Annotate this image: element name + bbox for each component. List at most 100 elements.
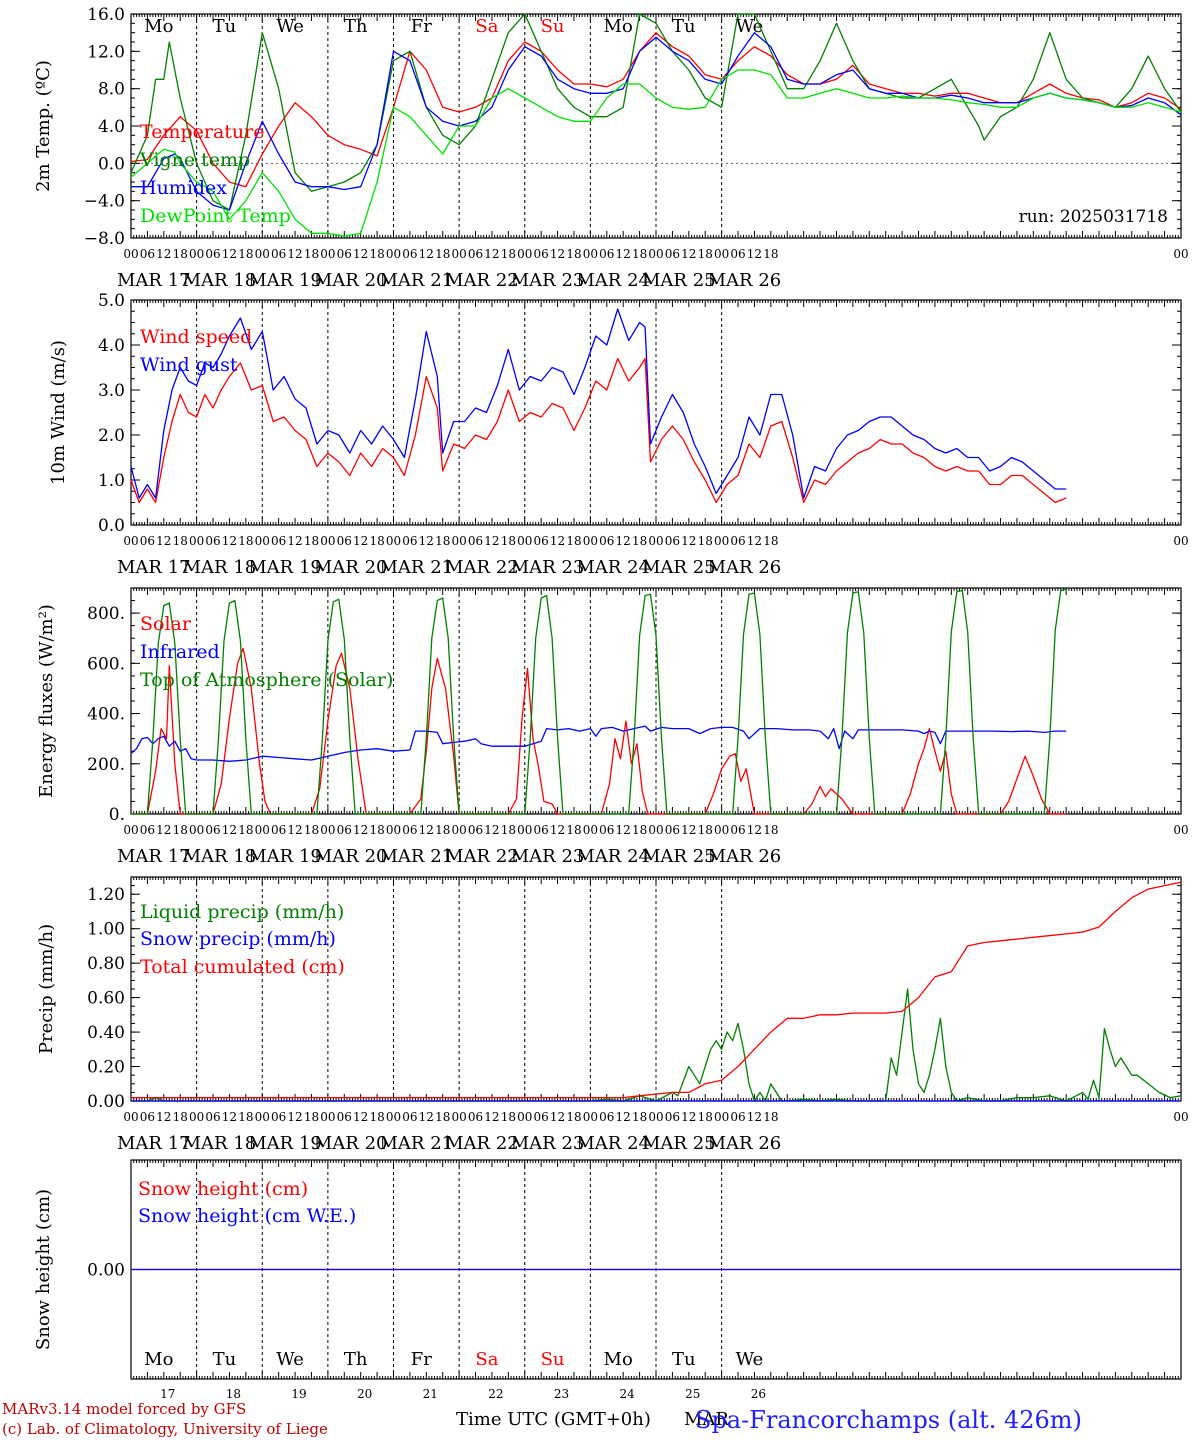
hour-tick-label: 12 xyxy=(550,247,565,261)
y-tick-label: 0.0 xyxy=(98,516,125,536)
hour-tick-label: 12 xyxy=(353,823,368,837)
hour-tick-label: 06 xyxy=(140,1110,155,1124)
y-axis-label: Snow height (cm) xyxy=(33,1189,54,1350)
run-label: run: 2025031718 xyxy=(1019,207,1168,227)
x-axis-month: MAR xyxy=(684,1409,729,1430)
hour-tick-label: 06 xyxy=(534,534,549,548)
hour-tick-label: 06 xyxy=(337,534,352,548)
y-axis-label: 2m Temp. (ºC) xyxy=(33,60,54,192)
weekday-label: We xyxy=(736,1349,764,1370)
hour-tick-label: 06 xyxy=(205,247,220,261)
hour-tick-label: 18 xyxy=(238,247,253,261)
day-number-label: 26 xyxy=(751,1387,766,1401)
hour-tick-label: 12 xyxy=(287,534,302,548)
date-label: MAR 23 xyxy=(511,846,585,867)
hour-tick-label: 18 xyxy=(369,823,384,837)
hour-tick-label: 18 xyxy=(173,823,188,837)
weekday-label: Mo xyxy=(604,1349,633,1370)
date-label: MAR 19 xyxy=(248,846,322,867)
hour-tick-label: 12 xyxy=(550,823,565,837)
hour-tick-label: 18 xyxy=(304,823,319,837)
hour-tick-label: 12 xyxy=(681,247,696,261)
date-label: MAR 25 xyxy=(642,1133,716,1154)
hour-tick-label: 06 xyxy=(534,823,549,837)
hour-tick-label: 18 xyxy=(501,247,516,261)
hour-tick-label: 18 xyxy=(632,823,647,837)
date-label: MAR 18 xyxy=(183,557,257,578)
hour-tick-label: 00 xyxy=(517,823,532,837)
legend-entry: Temperature xyxy=(140,121,264,143)
hour-tick-label: 00 xyxy=(320,247,335,261)
date-label: MAR 23 xyxy=(511,557,585,578)
legend-entry: Snow precip (mm/h) xyxy=(140,928,336,950)
hour-tick-label: 00 xyxy=(1173,1110,1188,1124)
hour-tick-label: 18 xyxy=(566,534,581,548)
weekday-label: Tu xyxy=(213,16,237,37)
hour-tick-label: 18 xyxy=(566,1110,581,1124)
hour-tick-label: 06 xyxy=(205,823,220,837)
date-label: MAR 20 xyxy=(314,846,388,867)
day-number-label: 21 xyxy=(423,1387,438,1401)
hour-tick-label: 18 xyxy=(763,534,778,548)
hour-tick-label: 00 xyxy=(386,823,401,837)
y-tick-label: 200. xyxy=(87,755,125,775)
series-line-vigne-temp xyxy=(130,13,1182,211)
hour-tick-label: 18 xyxy=(304,247,319,261)
hour-tick-label: 00 xyxy=(320,534,335,548)
series-line-wind-gust xyxy=(130,308,1067,499)
hour-tick-label: 06 xyxy=(402,823,417,837)
hour-tick-label: 00 xyxy=(255,1110,270,1124)
hour-tick-label: 00 xyxy=(583,534,598,548)
weekday-label: Sa xyxy=(475,1349,498,1370)
hour-tick-label: 12 xyxy=(419,823,434,837)
series-line-humidex xyxy=(131,32,1182,211)
hour-tick-label: 18 xyxy=(238,1110,253,1124)
hour-tick-label: 12 xyxy=(747,823,762,837)
hour-tick-label: 00 xyxy=(386,247,401,261)
hour-tick-label: 00 xyxy=(123,534,138,548)
hour-tick-label: 06 xyxy=(337,1110,352,1124)
hour-tick-label: 00 xyxy=(255,823,270,837)
y-tick-label: 0.00 xyxy=(87,1261,125,1281)
y-tick-label: 0.20 xyxy=(87,1058,125,1078)
hour-tick-label: 12 xyxy=(156,247,171,261)
hour-tick-label: 06 xyxy=(271,247,286,261)
credit-model: MARv3.14 model forced by GFS xyxy=(2,1400,246,1418)
hour-tick-label: 12 xyxy=(484,1110,499,1124)
hour-tick-label: 06 xyxy=(205,534,220,548)
hour-tick-label: 18 xyxy=(698,534,713,548)
hour-tick-label: 06 xyxy=(599,247,614,261)
y-tick-label: 1.0 xyxy=(98,471,125,491)
hour-tick-label: 18 xyxy=(501,1110,516,1124)
hour-tick-label: 00 xyxy=(451,534,466,548)
hour-tick-label: 06 xyxy=(468,534,483,548)
hour-tick-label: 12 xyxy=(550,534,565,548)
weekday-label: Th xyxy=(344,16,368,37)
hour-tick-label: 06 xyxy=(730,534,745,548)
hour-tick-label: 06 xyxy=(271,823,286,837)
hour-tick-label: 12 xyxy=(287,823,302,837)
hour-tick-label: 18 xyxy=(435,1110,450,1124)
hour-tick-label: 12 xyxy=(419,1110,434,1124)
legend-entry: Top of Atmosphere (Solar) xyxy=(140,669,393,691)
hour-tick-label: 18 xyxy=(763,823,778,837)
date-label: MAR 22 xyxy=(445,270,519,291)
hour-tick-label: 06 xyxy=(402,534,417,548)
weekday-label: Fr xyxy=(411,1349,432,1370)
date-label: MAR 22 xyxy=(445,846,519,867)
hour-tick-label: 12 xyxy=(156,823,171,837)
day-number-label: 18 xyxy=(226,1387,241,1401)
y-tick-label: 0.40 xyxy=(87,1023,125,1043)
hour-tick-label: 12 xyxy=(681,823,696,837)
hour-tick-label: 12 xyxy=(419,534,434,548)
hour-tick-label: 18 xyxy=(632,534,647,548)
y-axis-label: Energy fluxes (W/m²) xyxy=(36,604,57,798)
hour-tick-label: 18 xyxy=(698,1110,713,1124)
date-label: MAR 21 xyxy=(380,1133,454,1154)
hour-tick-label: 18 xyxy=(173,1110,188,1124)
hour-tick-label: 00 xyxy=(714,1110,729,1124)
hour-tick-label: 00 xyxy=(189,823,204,837)
series-line-dewpoint-temp xyxy=(130,69,1182,237)
date-label: MAR 21 xyxy=(380,557,454,578)
date-label: MAR 19 xyxy=(248,270,322,291)
